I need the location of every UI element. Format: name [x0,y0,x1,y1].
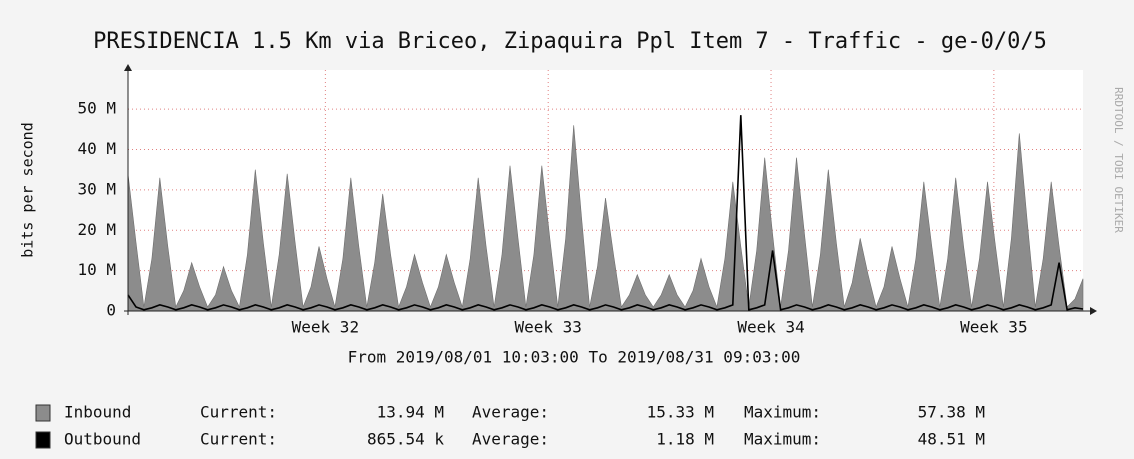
stat-label: Current: [200,430,277,449]
y-tick-label: 10 M [77,260,116,279]
y-tick-label: 40 M [77,139,116,158]
watermark: RRDTOOL / TOBI OETIKER [1112,87,1125,233]
chart-title: PRESIDENCIA 1.5 Km via Briceo, Zipaquira… [93,29,1047,54]
x-axis-label: From 2019/08/01 10:03:00 To 2019/08/31 0… [348,348,801,367]
stat-label: Average: [472,403,549,422]
x-tick-label: Week 35 [960,318,1027,337]
y-tick-label: 20 M [77,220,116,239]
stat-value: 57.38 M [918,403,985,422]
stat-value: 1.18 M [656,430,714,449]
y-tick-label: 50 M [77,99,116,118]
stat-label: Maximum: [744,403,821,422]
stat-value: 15.33 M [647,403,714,422]
x-tick-label: Week 34 [737,318,804,337]
x-tick-label: Week 32 [292,318,359,337]
stat-value: 13.94 M [377,403,444,422]
legend-label: Inbound [64,403,131,422]
area [127,125,1084,312]
x-tick-label: Week 33 [514,318,581,337]
y-tick-label: 30 M [77,179,116,198]
x-axis-arrow [1090,307,1097,315]
stat-label: Average: [472,430,549,449]
stat-label: Maximum: [744,430,821,449]
y-tick-label: 0 [106,301,116,320]
y-axis-arrow [124,64,132,71]
legend-swatch [35,431,51,449]
line [127,115,1084,311]
stat-label: Current: [200,403,277,422]
stat-value: 865.54 k [367,430,444,449]
y-axis-label: bits per second [19,122,37,257]
legend-label: Outbound [64,430,141,449]
stat-value: 48.51 M [918,430,985,449]
legend-swatch [35,404,51,422]
